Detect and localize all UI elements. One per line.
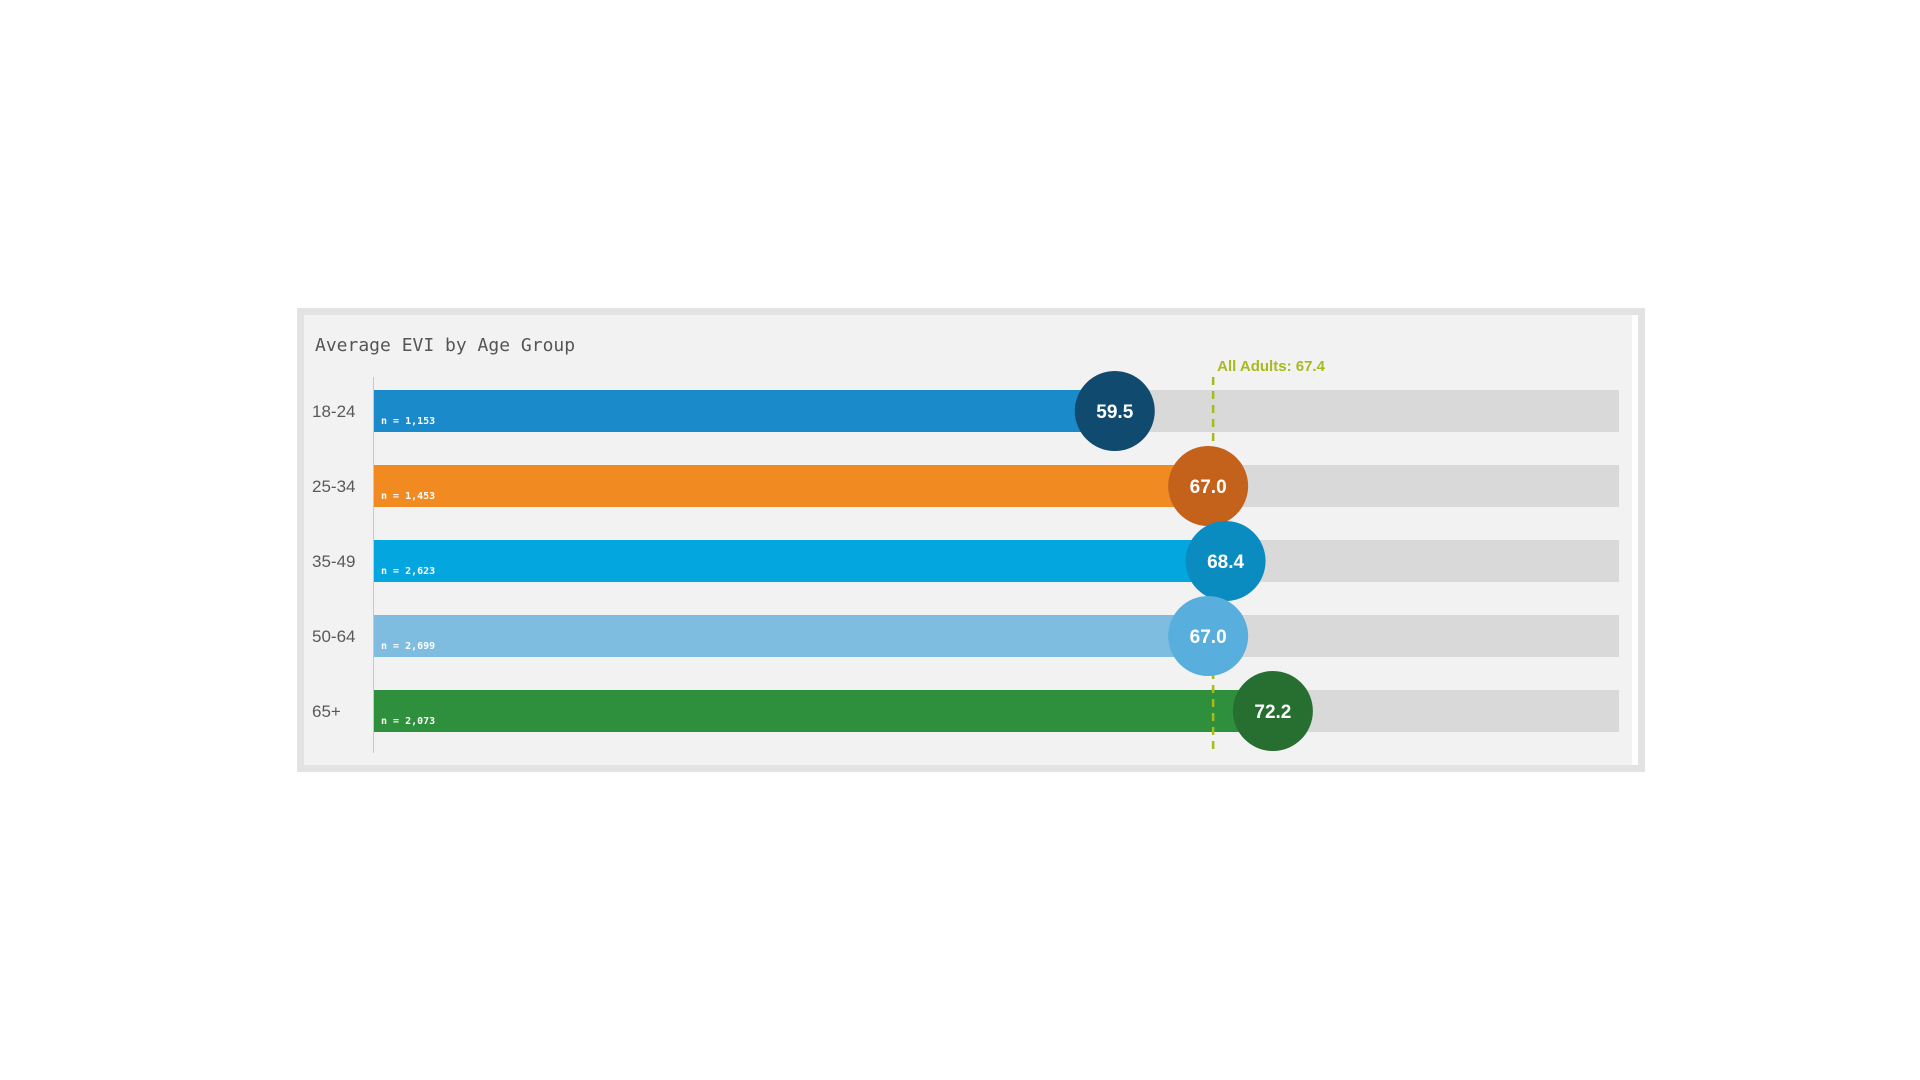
bar-25-34: [374, 465, 1209, 507]
value-marker-35-49: [1185, 521, 1266, 601]
bar-35-49: [374, 540, 1226, 582]
category-label-25-34: 25-34: [312, 477, 355, 496]
bar-chart: 18-24 n = 1,153 25-34 n = 1,453 35-49 n = 2,6…: [312, 358, 1619, 753]
value-marker-65+: [1232, 671, 1313, 751]
value-label-65+: 72.2: [1254, 702, 1291, 723]
bar-50-64: [374, 615, 1209, 657]
category-label-50-64: 50-64: [312, 627, 355, 646]
category-label-35-49: 35-49: [312, 552, 355, 571]
chart-area: Average EVI by Age Group 18-24 n = 1,153 2…: [304, 315, 1638, 765]
value-marker-18-24: [1074, 371, 1155, 451]
category-label-65+: 65+: [312, 702, 341, 721]
value-marker-50-64: [1168, 596, 1249, 676]
n-label-35-49: n = 2,623: [381, 566, 435, 577]
bar-65+: [374, 690, 1273, 732]
category-label-18-24: 18-24: [312, 402, 355, 421]
n-label-18-24: n = 1,153: [381, 416, 435, 427]
value-label-18-24: 59.5: [1096, 402, 1133, 423]
bar-18-24: [374, 390, 1115, 432]
value-marker-25-34: [1168, 446, 1249, 526]
chart-panel: Average EVI by Age Group 18-24 n = 1,153 2…: [297, 308, 1645, 772]
chart-title: Average EVI by Age Group: [315, 335, 576, 356]
n-label-65+: n = 2,073: [381, 716, 435, 727]
value-label-25-34: 67.0: [1190, 477, 1227, 498]
value-label-35-49: 68.4: [1207, 552, 1244, 573]
n-label-50-64: n = 2,699: [381, 641, 435, 652]
reference-line-label: All Adults: 67.4: [1217, 358, 1325, 375]
n-label-25-34: n = 1,453: [381, 491, 435, 502]
value-label-50-64: 67.0: [1190, 627, 1227, 648]
